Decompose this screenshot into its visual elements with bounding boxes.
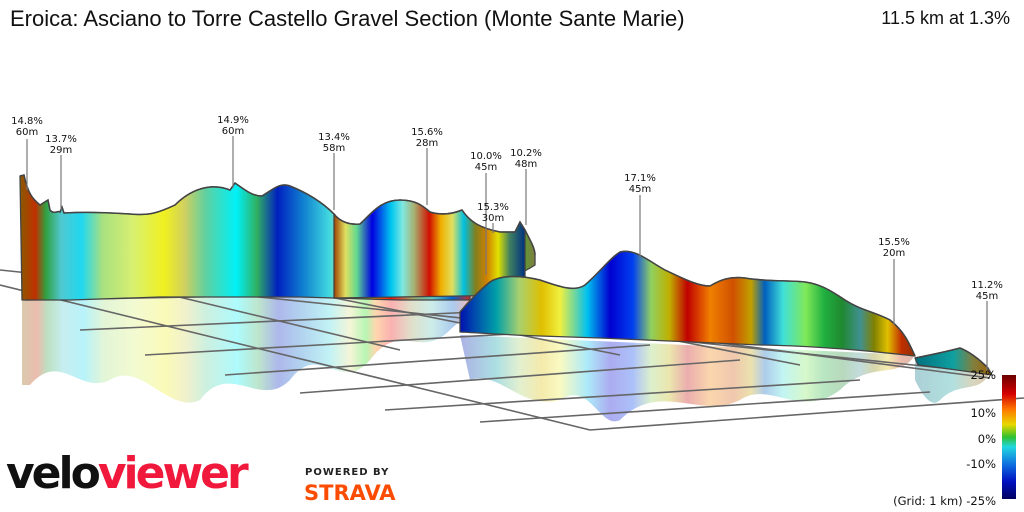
annotation-length: 60m [222, 126, 244, 137]
logo-velo: velo [6, 448, 101, 499]
legend-label-10: 10% [970, 406, 996, 420]
annotation-length: 29m [50, 145, 72, 156]
strava-logo[interactable]: STRAVA [304, 481, 396, 505]
segment-summary: 11.5 km at 1.3% [881, 8, 1010, 28]
climb-annotations: 14.8%60m13.7%29m14.9%60m13.4%58m15.6%28m… [11, 115, 1003, 372]
annotation-gradient: 14.9% [217, 115, 249, 126]
legend-label-min: (Grid: 1 km) -25% [893, 494, 996, 508]
climb-annotation: 13.4%58m [318, 132, 350, 210]
annotation-gradient: 11.2% [971, 280, 1003, 291]
powered-by-text: POWERED BY [305, 467, 390, 478]
climb-annotation: 15.5%20m [878, 237, 910, 325]
annotation-length: 60m [16, 127, 38, 138]
annotation-length: 58m [323, 143, 345, 154]
annotation-gradient: 15.3% [477, 202, 509, 213]
annotation-gradient: 13.7% [45, 134, 77, 145]
annotation-length: 45m [976, 291, 998, 302]
profile-outline [19, 174, 989, 369]
legend-label-0: 0% [978, 432, 996, 446]
chart-title: Eroica: Asciano to Torre Castello Gravel… [10, 6, 685, 31]
annotation-length: 45m [629, 184, 651, 195]
annotation-gradient: 13.4% [318, 132, 350, 143]
climb-annotation: 14.9%60m [217, 115, 249, 188]
annotation-gradient: 15.6% [411, 127, 443, 138]
profile-reflection [22, 280, 990, 422]
climb-annotation: 17.1%45m [624, 173, 656, 257]
veloviewer-logo[interactable]: veloviewer [6, 452, 249, 496]
annotation-gradient: 10.0% [470, 151, 502, 162]
annotation-length: 20m [883, 248, 905, 259]
annotation-gradient: 10.2% [510, 148, 542, 159]
gradient-legend: 25% 10% 0% -10% (Grid: 1 km) -25% [893, 368, 1016, 508]
legend-colorbar [1002, 375, 1016, 499]
climb-annotation: 15.6%28m [411, 127, 443, 205]
annotation-length: 30m [482, 213, 504, 224]
annotation-gradient: 14.8% [11, 116, 43, 127]
annotation-length: 45m [475, 162, 497, 173]
annotation-length: 28m [416, 138, 438, 149]
legend-label-max: 25% [970, 368, 996, 382]
climb-annotation: 14.8%60m [11, 116, 43, 190]
climb-annotation: 13.7%29m [45, 134, 77, 210]
climb-annotation: 15.3%30m [477, 202, 509, 233]
legend-label-neg10: -10% [966, 457, 996, 471]
annotation-length: 48m [515, 159, 537, 170]
climb-annotation: 10.2%48m [510, 148, 542, 225]
climb-annotation: 11.2%45m [971, 280, 1003, 372]
climb-annotation: 10.0%45m [470, 151, 502, 275]
annotation-gradient: 15.5% [878, 237, 910, 248]
logo-viewer: viewer [97, 448, 249, 499]
annotation-gradient: 17.1% [624, 173, 656, 184]
